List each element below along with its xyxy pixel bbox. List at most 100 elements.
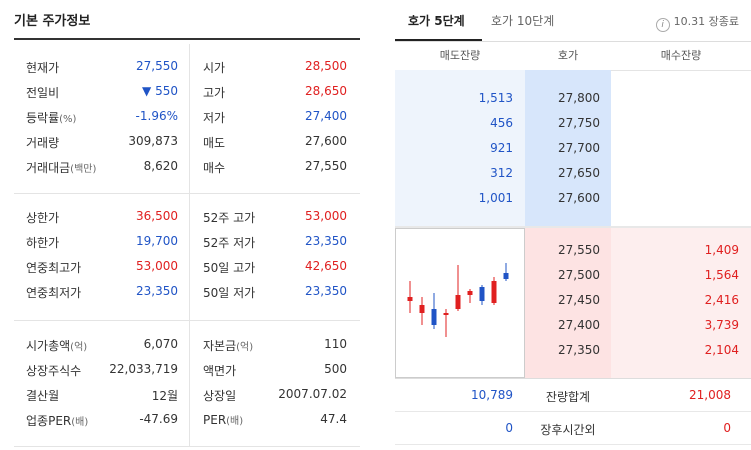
info-label: 현재가 (26, 61, 60, 75)
info-value: 23,350 (136, 284, 178, 298)
ask-row[interactable]: 1,001 27,600 (395, 186, 751, 211)
info-row: 연중최고가 53,000 50일 고가 42,650 (14, 254, 360, 279)
ask-price: 27,600 (558, 191, 600, 205)
info-value: 23,350 (305, 234, 347, 248)
header-ask-qty: 매도잔량 (439, 49, 481, 62)
bid-row[interactable]: 27,350 2,104 (395, 338, 751, 363)
info-label: 50일 저가 (203, 286, 256, 300)
candle-chart-svg (407, 263, 509, 337)
bid-price: 27,500 (558, 268, 600, 282)
info-row: 연중최저가 23,350 50일 저가 23,350 (14, 279, 360, 304)
bid-price: 27,400 (558, 318, 600, 332)
info-value: ▼ 550 (142, 84, 178, 98)
info-label: 매수 (203, 161, 226, 175)
info-label: 자본금(억) (203, 339, 254, 353)
info-label: 하한가 (26, 236, 60, 250)
info-value: 27,550 (136, 59, 178, 73)
candle-body (467, 291, 473, 295)
orderbook-tabs: 호가 5단계 호가 10단계 i 10.31 장종료 (395, 0, 751, 42)
info-label: 50일 고가 (203, 261, 256, 275)
info-value: 42,650 (305, 259, 347, 273)
candle-body (407, 297, 413, 301)
candle-body (479, 287, 485, 301)
info-label: 시가 (203, 61, 226, 75)
ask-price: 27,650 (558, 166, 600, 180)
info-row: 전일비 ▼ 550 고가 28,650 (14, 79, 360, 104)
info-value: 19,700 (136, 234, 178, 248)
info-label: 거래량 (26, 136, 60, 150)
info-label: PER(배) (203, 413, 244, 427)
bid-price: 27,550 (558, 243, 600, 257)
info-row: 현재가 27,550 시가 28,500 (14, 54, 360, 79)
info-label: 52주 저가 (203, 236, 256, 250)
bid-row[interactable]: 27,500 1,564 (395, 263, 751, 288)
info-value: 28,500 (305, 59, 347, 73)
header-bid-qty: 매수잔량 (660, 49, 702, 62)
market-status-text: 10.31 장종료 (673, 15, 739, 28)
info-label: 전일비 (26, 86, 60, 100)
info-value: 23,350 (305, 284, 347, 298)
bid-qty: 2,104 (704, 343, 739, 357)
bid-row[interactable]: 27,550 1,409 (395, 238, 751, 263)
after-hours-row: 0 장후시간외 0 (395, 412, 751, 445)
info-value: 27,600 (305, 134, 347, 148)
info-label: 액면가 (203, 364, 237, 378)
bid-qty: 2,416 (704, 293, 739, 307)
ask-row[interactable]: 921 27,700 (395, 136, 751, 161)
info-label: 52주 고가 (203, 211, 256, 225)
info-value: 110 (324, 337, 347, 351)
info-value: 36,500 (136, 209, 178, 223)
info-value: 500 (324, 362, 347, 376)
bid-qty: 1,409 (704, 243, 739, 257)
info-label: 등락률(%) (26, 111, 77, 125)
info-label: 연중최고가 (26, 261, 82, 275)
info-row: 등락률(%) -1.96% 저가 27,400 (14, 104, 360, 129)
info-value: 6,070 (143, 337, 178, 351)
after-hours-label: 장후시간외 (540, 423, 596, 437)
bid-row[interactable]: 27,450 2,416 (395, 288, 751, 313)
info-label: 결산월 (26, 389, 60, 403)
info-label: 상한가 (26, 211, 60, 225)
market-status: i 10.31 장종료 (655, 13, 739, 32)
info-row: 결산월 12월 상장일 2007.07.02 (14, 382, 360, 407)
bid-row[interactable]: 27,400 3,739 (395, 313, 751, 338)
ask-price: 27,700 (558, 141, 600, 155)
price-info-group: 현재가 27,550 시가 28,500 전일비 ▼ 550 고가 28,650 등락률(%) -… (14, 54, 360, 179)
ask-qty: 456 (490, 116, 513, 130)
info-value: 12월 (151, 389, 178, 403)
tab-5-levels[interactable]: 호가 5단계 (408, 14, 465, 28)
bid-price: 27,450 (558, 293, 600, 307)
info-value: 2007.07.02 (278, 387, 347, 401)
ask-row[interactable]: 1,513 27,800 (395, 86, 751, 111)
info-value: 8,620 (143, 159, 178, 173)
info-row: 상한가 36,500 52주 고가 53,000 (14, 204, 360, 229)
info-value: -47.69 (139, 412, 178, 426)
info-value: -1.96% (135, 109, 178, 123)
candle-body (491, 281, 497, 303)
after-hours-ask-qty: 0 (505, 421, 513, 435)
candle-body (503, 273, 509, 279)
info-row: 거래량 309,873 매도 27,600 (14, 129, 360, 154)
ask-row[interactable]: 312 27,650 (395, 161, 751, 186)
bid-qty: 1,564 (704, 268, 739, 282)
ask-row[interactable]: 456 27,750 (395, 111, 751, 136)
info-row: 거래대금(백만) 8,620 매수 27,550 (14, 154, 360, 179)
orderbook-panel: 호가 5단계 호가 10단계 i 10.31 장종료 매도잔량 호가 매수잔량 1… (395, 0, 751, 450)
header-price: 호가 (557, 49, 579, 62)
info-label: 시가총액(억) (26, 339, 88, 353)
info-row: 업종PER(배) -47.69 PER(배) 47.4 (14, 407, 360, 432)
info-label: 저가 (203, 111, 226, 125)
bid-price: 27,350 (558, 343, 600, 357)
ask-qty: 1,513 (478, 91, 513, 105)
info-label: 상장일 (203, 389, 237, 403)
info-value: 53,000 (305, 209, 347, 223)
tab-10-levels[interactable]: 호가 10단계 (491, 14, 555, 28)
intraday-candle-chart (395, 228, 525, 378)
info-value: 22,033,719 (109, 362, 178, 376)
info-icon[interactable]: i (655, 18, 670, 32)
total-ask-qty: 10,789 (471, 388, 513, 402)
info-label: 상장주식수 (26, 364, 82, 378)
ask-price: 27,750 (558, 116, 600, 130)
ask-qty: 921 (490, 141, 513, 155)
info-value: 53,000 (136, 259, 178, 273)
